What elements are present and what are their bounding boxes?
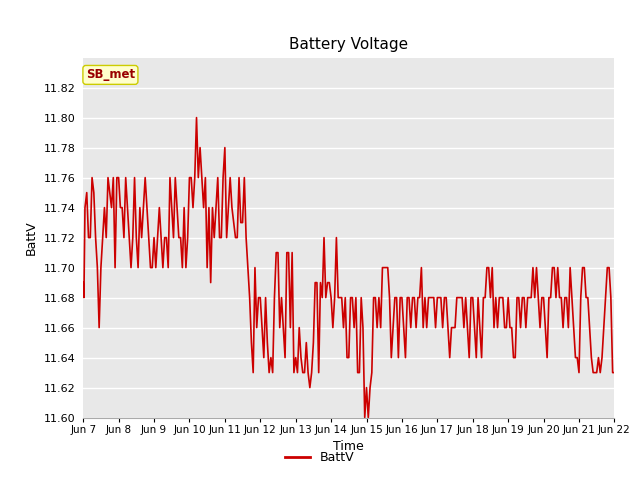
Y-axis label: BattV: BattV (25, 220, 38, 255)
Title: Battery Voltage: Battery Voltage (289, 37, 408, 52)
X-axis label: Time: Time (333, 440, 364, 453)
Legend: BattV: BattV (280, 446, 360, 469)
Text: SB_met: SB_met (86, 68, 135, 82)
